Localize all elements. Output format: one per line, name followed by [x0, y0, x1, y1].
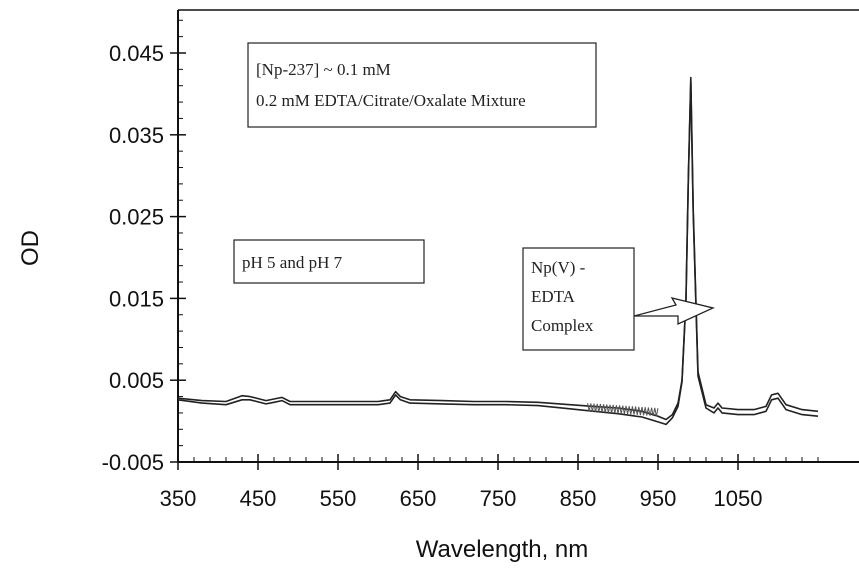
complex-line-3: Complex — [531, 316, 594, 335]
x-tick-label: 550 — [320, 486, 357, 511]
complex-line-2: EDTA — [531, 287, 576, 306]
y-ticks: 0.045 0.035 0.025 0.015 0.005 -0.005 — [102, 19, 186, 475]
ph-annotation: pH 5 and pH 7 — [233, 239, 425, 284]
info-box — [247, 42, 597, 128]
x-tick-label: 1050 — [714, 486, 763, 511]
x-tick-label: 850 — [560, 486, 597, 511]
y-tick-label: 0.005 — [109, 368, 164, 393]
complex-annotation: Np(V) - EDTA Complex — [522, 247, 715, 351]
x-tick-label: 750 — [480, 486, 517, 511]
complex-line-1: Np(V) - — [531, 258, 586, 277]
ph-box — [233, 239, 425, 284]
ph-label: pH 5 and pH 7 — [242, 253, 343, 272]
y-tick-label: 0.025 — [109, 205, 164, 230]
x-tick-label: 950 — [640, 486, 677, 511]
complex-arrow — [633, 297, 715, 326]
x-tick-label: 350 — [160, 486, 197, 511]
complex-box — [522, 247, 635, 351]
x-tick-label: 650 — [400, 486, 437, 511]
x-ticks: 350 450 550 650 750 850 950 1050 — [160, 454, 819, 511]
y-tick-label: -0.005 — [102, 450, 164, 475]
info-line-2: 0.2 mM EDTA/Citrate/Oxalate Mixture — [256, 91, 526, 110]
y-axis-title: OD — [17, 230, 44, 266]
y-tick-label: 0.015 — [109, 286, 164, 311]
noise-band — [587, 403, 659, 417]
y-tick-label: 0.035 — [109, 123, 164, 148]
series-line-2 — [177, 80, 819, 426]
info-annotation: [Np-237] ~ 0.1 mM 0.2 mM EDTA/Citrate/Ox… — [247, 42, 597, 128]
x-axis-title: Wavelength, nm — [416, 536, 589, 563]
series-layer — [177, 76, 819, 426]
x-tick-label: 450 — [240, 486, 277, 511]
info-line-1: [Np-237] ~ 0.1 mM — [256, 60, 391, 79]
y-tick-label: 0.045 — [109, 41, 164, 66]
